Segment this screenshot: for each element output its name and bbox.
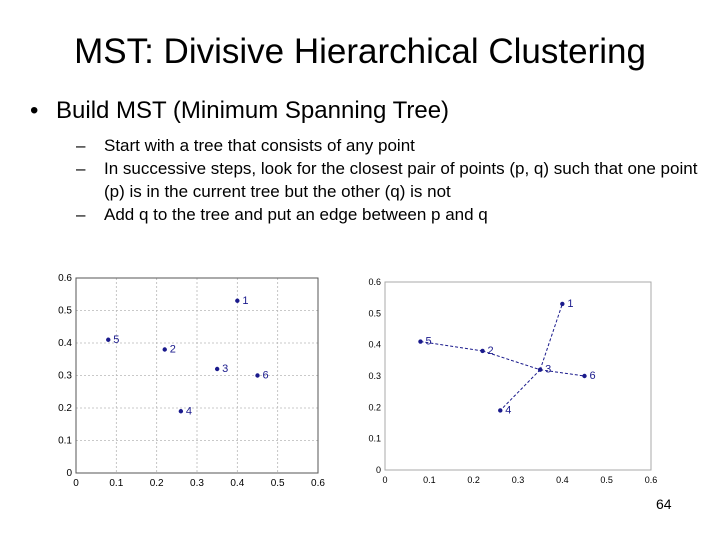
sub-bullet-list: – Start with a tree that consists of any… [76,134,706,226]
data-point [498,408,503,413]
main-bullet: • Build MST (Minimum Spanning Tree) [30,96,449,126]
page-number: 64 [656,496,672,512]
x-tick-label: 0.2 [467,475,480,485]
plot-frame [384,281,652,471]
y-tick-label: 0.1 [368,434,381,444]
y-tick-label: 0.2 [368,402,381,412]
slide-title: MST: Divisive Hierarchical Clustering [74,32,646,71]
sub-bullet-item: – In successive steps, look for the clos… [76,157,706,203]
y-tick-label: 0 [376,465,381,475]
sub-bullet-dash: – [76,159,86,178]
x-tick-label: 0.6 [311,478,325,488]
y-tick-label: 0.6 [368,277,381,287]
point-label: 6 [590,370,596,382]
point-label: 5 [425,336,431,348]
sub-bullet-text: In successive steps, look for the closes… [104,159,698,201]
x-tick-label: 0.2 [150,478,164,488]
data-point [178,409,184,414]
point-label: 3 [545,364,551,376]
point-label: 2 [488,345,494,357]
point-label: 5 [113,334,119,346]
mst-edge [540,369,585,377]
x-tick-label: 0.4 [556,475,569,485]
plot-frame [75,277,319,474]
data-point [162,347,167,352]
scatter-plot-mst: 0 0.1 0.2 0.3 0.4 0.5 0.6 0 0.1 0.2 0.3 0.4 0.5 0.6 1 2… [368,277,658,485]
sub-bullet-dash: – [76,136,86,155]
y-tick-label: 0.3 [58,371,72,382]
data-point [255,373,260,378]
x-tick-label: 0.1 [423,475,436,485]
x-tick-label: 0.3 [190,478,204,488]
mst-edge [539,303,563,370]
y-tick-label: 0.3 [368,371,381,381]
sub-bullet-dash: – [76,205,86,224]
sub-bullet-item: – Add q to the tree and put an edge betw… [76,203,706,226]
point-label: 1 [242,295,248,307]
y-tick-label: 0.6 [58,273,72,284]
x-tick-label: 0 [73,478,79,488]
x-tick-label: 0.4 [230,478,244,488]
bullet-dot: • [30,97,39,124]
y-tick-label: 0 [66,468,72,479]
y-tick-label: 0.2 [58,403,72,414]
data-point [582,373,587,379]
x-tick-label: 0.5 [271,478,285,488]
data-point [560,301,565,307]
y-tick-label: 0.4 [58,338,72,349]
point-label: 1 [567,298,573,310]
data-point [106,337,111,342]
point-label: 4 [505,404,511,416]
sub-bullet-text: Start with a tree that consists of any p… [104,136,415,155]
data-point [418,339,423,344]
y-tick-label: 0.1 [58,436,72,447]
x-tick-label: 0.6 [645,475,658,485]
x-tick-label: 0.3 [512,475,525,485]
y-tick-label: 0.5 [368,308,381,318]
mst-edge [482,350,541,371]
data-point [214,366,220,372]
sub-bullet-item: – Start with a tree that consists of any… [76,134,706,157]
x-tick-label: 0.5 [600,475,613,485]
x-tick-label: 0 [382,475,387,485]
point-label: 2 [170,344,176,356]
point-label: 3 [222,363,228,375]
data-point [235,298,240,303]
data-point [537,367,543,372]
mst-edge [420,341,483,352]
point-label: 4 [186,405,192,417]
main-bullet-text: Build MST (Minimum Spanning Tree) [56,97,450,124]
data-point [480,348,485,354]
y-tick-label: 0.4 [368,340,381,350]
x-tick-label: 0.1 [109,478,123,488]
point-label: 6 [263,370,269,382]
mst-edge [499,369,541,411]
sub-bullet-text: Add q to the tree and put an edge betwee… [104,205,488,224]
y-tick-label: 0.5 [58,306,72,317]
scatter-plot-points: 0 0.1 0.2 0.3 0.4 0.5 0.6 0 0.1 0.2 0.3 0.4 0.5 0.6 1 2… [58,273,325,488]
